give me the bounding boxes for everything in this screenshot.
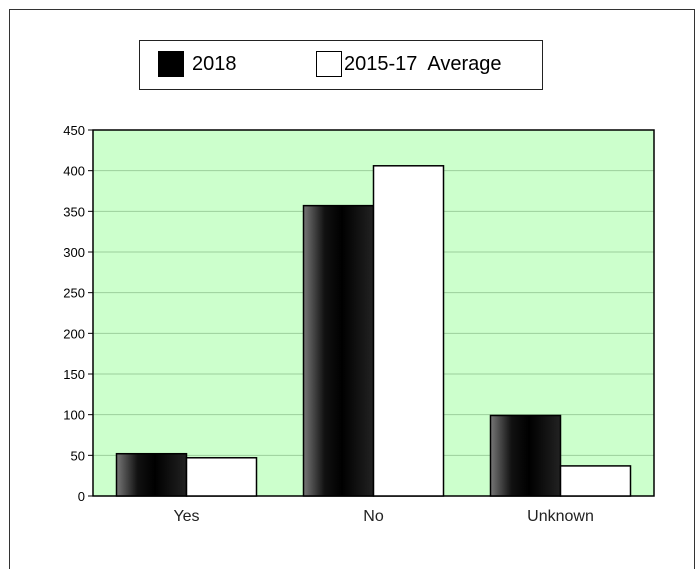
bar-2015-17-average-unknown — [559, 465, 632, 497]
y-tick-label: 300 — [63, 245, 85, 260]
y-tick-label: 100 — [63, 408, 85, 423]
legend-label-2018: 2018 — [192, 52, 237, 75]
y-tick-label: 250 — [63, 286, 85, 301]
x-tick-label: Unknown — [527, 508, 594, 525]
chart-frame — [9, 9, 695, 569]
y-tick-label: 200 — [63, 326, 85, 341]
y-tick-label: 400 — [63, 164, 85, 179]
bar-2018-yes — [115, 452, 188, 497]
y-tick-label: 150 — [63, 367, 85, 382]
bar-2015-17-average-yes — [185, 457, 258, 497]
legend-item-2018: 2018 — [158, 50, 237, 78]
bar-2015-17-average-no — [372, 165, 445, 497]
y-tick-label: 450 — [63, 123, 85, 138]
x-tick-label: No — [363, 508, 384, 525]
y-tick-label: 350 — [63, 204, 85, 219]
y-tick-label: 0 — [78, 489, 85, 504]
bar-2018-no — [302, 204, 375, 497]
bar-2018-unknown — [489, 414, 562, 497]
legend: 2018 2015-17 Average — [139, 40, 543, 90]
legend-swatch-2018 — [158, 51, 184, 77]
legend-label-average: 2015-17 Average — [344, 52, 502, 75]
legend-item-average: 2015-17 Average — [316, 50, 502, 78]
x-tick-label: Yes — [173, 508, 199, 525]
y-tick-label: 50 — [71, 448, 85, 463]
legend-swatch-average — [316, 51, 342, 77]
